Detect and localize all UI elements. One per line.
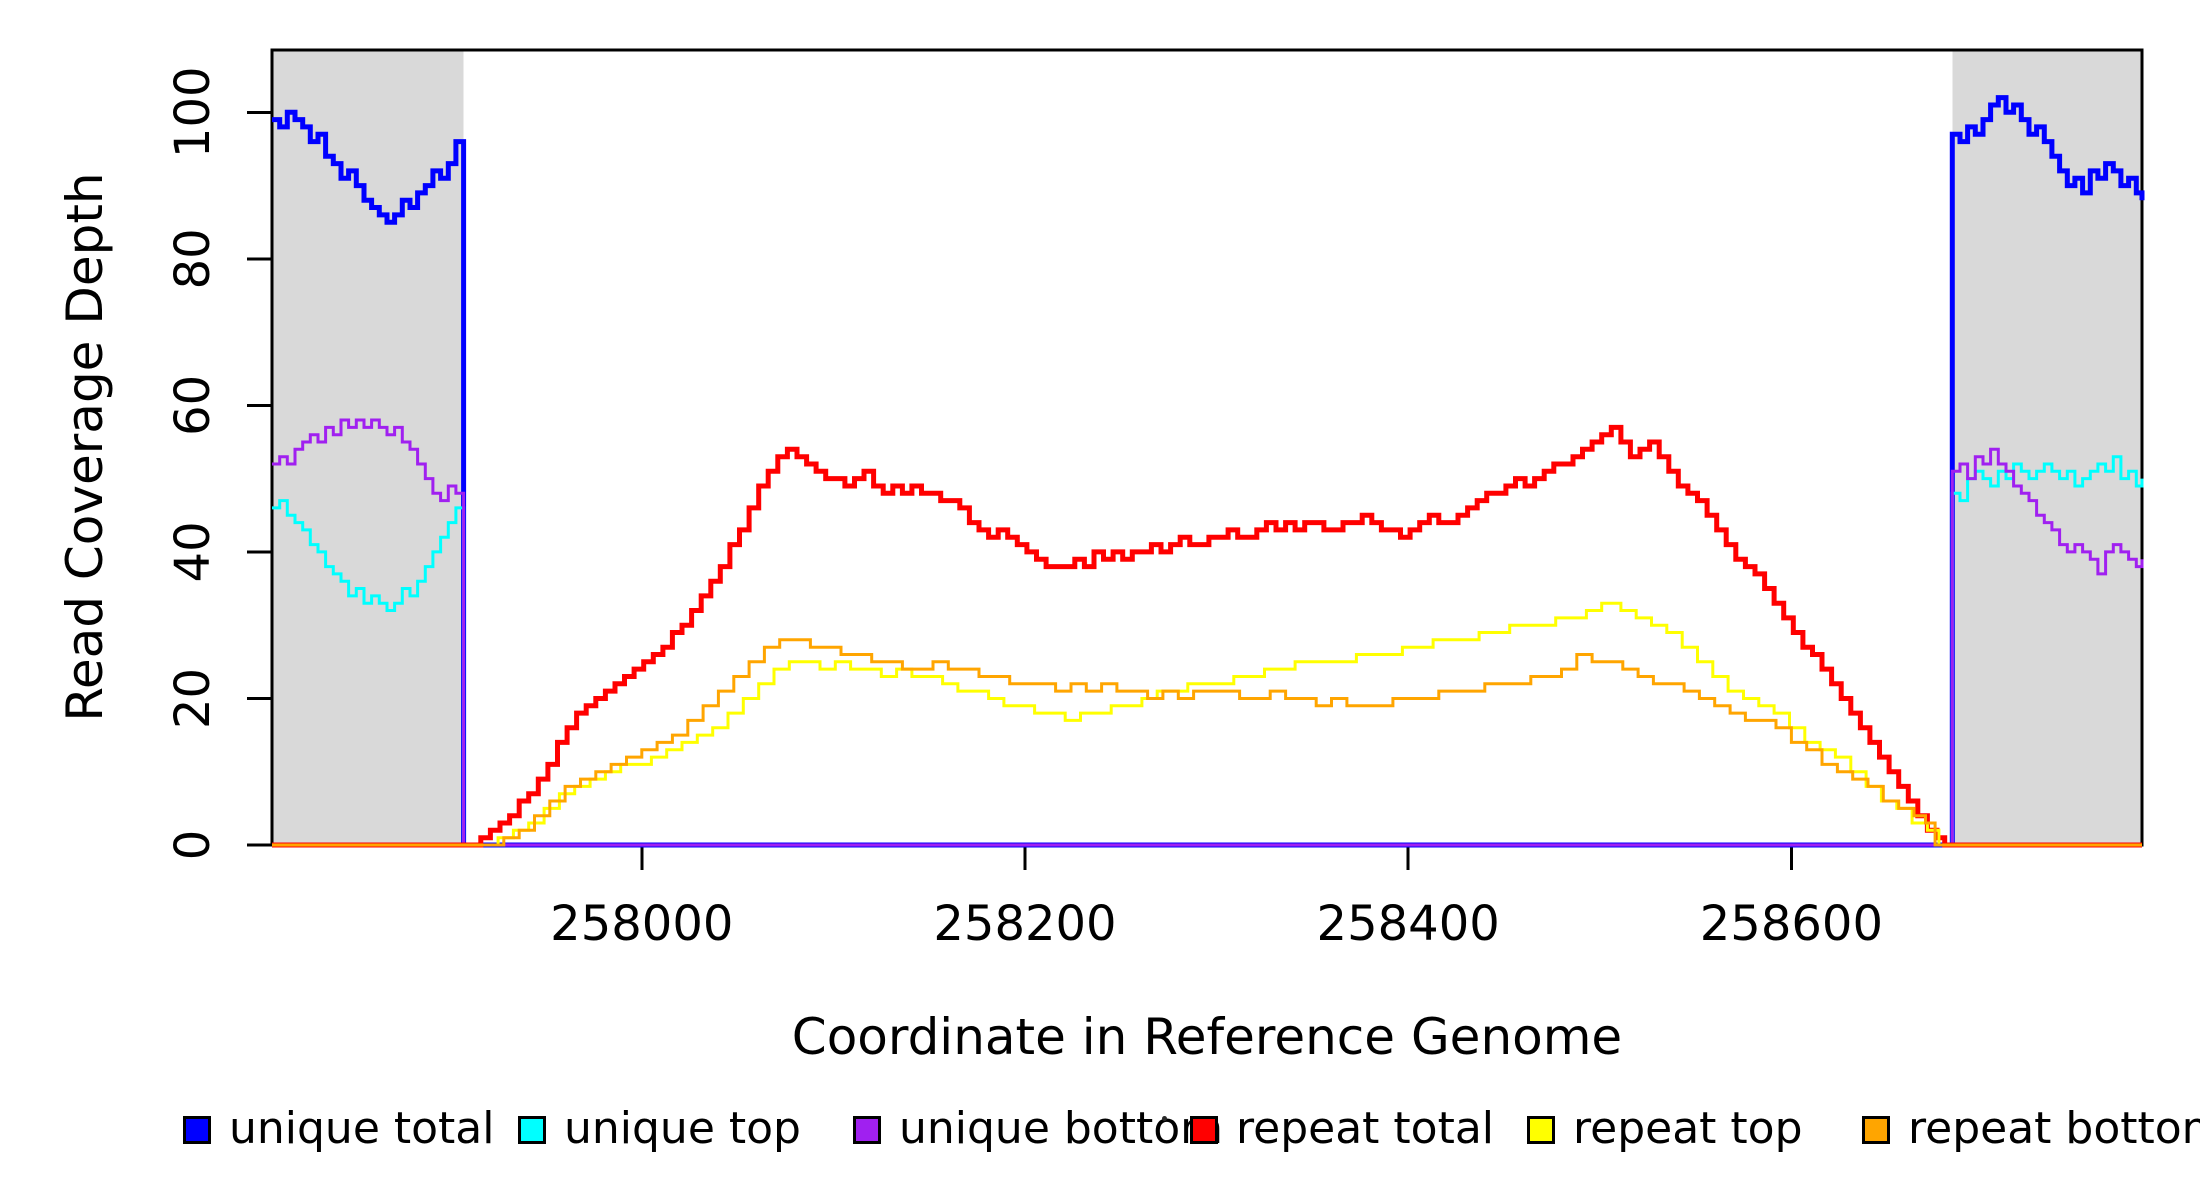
series-line-repeat-bottom [272, 638, 2142, 847]
y-tick-label: 40 [165, 521, 221, 582]
y-tick-label: 20 [165, 668, 221, 729]
series-line-unique-total [272, 95, 2145, 848]
legend-label-unique-total: unique total [229, 1102, 495, 1154]
coverage-chart-svg: 258000 258200 258400 258600 0 20 40 60 80 100 [165, 48, 2145, 952]
shaded-region-1 [1952, 50, 2142, 845]
legend-swatch-repeat-bottom [1862, 1116, 1890, 1144]
x-tick-label: 258200 [933, 896, 1116, 952]
legend-label-repeat-total: repeat total [1236, 1102, 1495, 1154]
legend-label-unique-bottom: unique bottom [899, 1102, 1224, 1154]
series-line-unique-bottom [272, 418, 2144, 847]
stray-dot [1162, 1116, 1167, 1121]
legend-swatch-unique-bottom [853, 1116, 881, 1144]
y-tick-label: 100 [165, 66, 221, 158]
x-tick-label: 258400 [1317, 896, 1500, 952]
y-tick-label: 60 [165, 375, 221, 436]
y-axis-title: Read Coverage Depth [56, 172, 114, 722]
legend-label-unique-top: unique top [564, 1102, 801, 1154]
legend-swatch-unique-top [518, 1116, 546, 1144]
legend-label-repeat-bottom: repeat bottom [1908, 1102, 2200, 1154]
series-line-unique-top [272, 455, 2144, 847]
y-tick-label: 0 [165, 830, 221, 861]
x-tick-label: 258600 [1700, 896, 1883, 952]
legend-swatch-repeat-total [1190, 1116, 1218, 1144]
legend-label-repeat-top: repeat top [1573, 1102, 1803, 1154]
legend-swatch-repeat-top [1527, 1116, 1555, 1144]
legend-swatch-unique-total [183, 1116, 211, 1144]
series-line-repeat-top [272, 601, 2142, 847]
series-line-repeat-total [272, 424, 2142, 848]
x-axis-title: Coordinate in Reference Genome [791, 1008, 1623, 1066]
y-tick-label: 80 [165, 228, 221, 289]
x-tick-label: 258000 [550, 896, 733, 952]
